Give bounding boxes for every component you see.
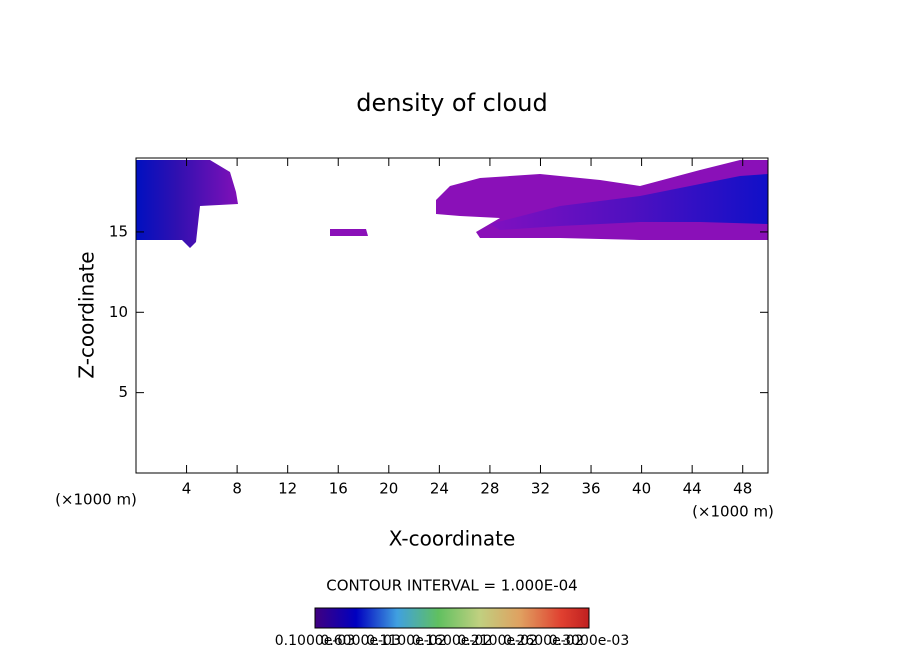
- x-tick-label: 28: [480, 480, 499, 498]
- x-tick-label: 12: [278, 480, 297, 498]
- x-unit-left: (×1000 m): [55, 491, 137, 509]
- x-tick-label: 4: [182, 480, 192, 498]
- colorbar-label: 0.1000e-03: [275, 633, 355, 649]
- contour-interval: CONTOUR INTERVAL = 1.000E-04: [326, 577, 577, 595]
- x-tick-label: 40: [632, 480, 651, 498]
- colorbar-label: 0.2100e-02: [457, 633, 537, 649]
- x-axis-label: X-coordinate: [389, 527, 516, 551]
- x-tick-label: 24: [430, 480, 449, 498]
- x-tick-label: 16: [329, 480, 348, 498]
- plot-frame: [135, 157, 769, 474]
- y-tick-label: 5: [118, 383, 128, 401]
- colorbar: [314, 607, 590, 629]
- colorbar-label: 0.1100e-02: [366, 633, 446, 649]
- x-tick-label: 36: [581, 480, 600, 498]
- colorbar-label: 0.2600e-02: [503, 633, 583, 649]
- x-tick-label: 8: [232, 480, 242, 498]
- y-tick-label: 10: [109, 303, 128, 321]
- y-tick-label: 15: [109, 222, 128, 240]
- y-axis-label: Z-coordinate: [75, 251, 99, 378]
- x-tick-label: 20: [379, 480, 398, 498]
- x-tick-label: 48: [733, 480, 752, 498]
- x-tick-label: 32: [531, 480, 550, 498]
- x-unit-right: (×1000 m): [692, 503, 774, 521]
- x-tick-label: 44: [683, 480, 702, 498]
- chart-title: density of cloud: [356, 89, 547, 117]
- colorbar-label: 0.6000e-03: [320, 633, 400, 649]
- colorbar-label: 0.1600e-02: [412, 633, 492, 649]
- contour-fill: [136, 160, 768, 248]
- colorbar-label: 0.3000e-03: [549, 633, 629, 649]
